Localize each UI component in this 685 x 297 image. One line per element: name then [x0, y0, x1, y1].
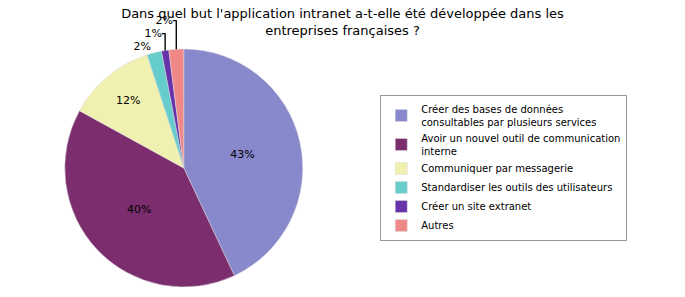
svg-text:40%: 40% — [127, 203, 151, 216]
svg-text:Communiquer par messagerie: Communiquer par messagerie — [421, 163, 573, 174]
svg-text:2%: 2% — [156, 14, 173, 27]
svg-text:Avoir un nouvel outil de commu: Avoir un nouvel outil de communicationin… — [421, 133, 620, 157]
svg-text:Dans quel but l'application in: Dans quel but l'application intranet a-t… — [121, 6, 564, 38]
svg-text:Autres: Autres — [421, 220, 453, 231]
svg-text:Créer des bases de donnéescons: Créer des bases de donnéesconsultables p… — [421, 104, 596, 128]
svg-text:2%: 2% — [133, 40, 150, 53]
svg-text:1%: 1% — [144, 27, 161, 40]
svg-text:43%: 43% — [230, 148, 254, 161]
svg-text:12%: 12% — [116, 94, 140, 107]
svg-text:Créer un site extranet: Créer un site extranet — [421, 201, 531, 212]
svg-text:Standardiser les outils des ut: Standardiser les outils des utilisateurs — [421, 182, 612, 193]
